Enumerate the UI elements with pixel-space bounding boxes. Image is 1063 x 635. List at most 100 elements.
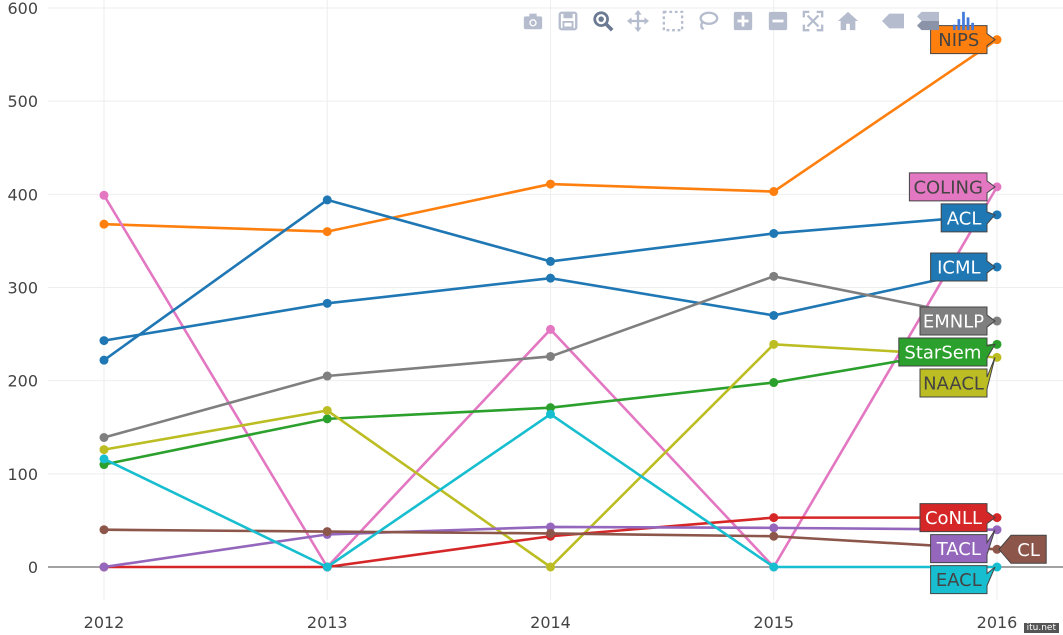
x-tick-label: 2015 <box>753 613 794 632</box>
data-point[interactable] <box>769 339 779 349</box>
data-point[interactable] <box>99 219 109 229</box>
y-tick-label: 500 <box>7 92 38 111</box>
series-tag-label: EMNLP <box>923 312 984 333</box>
series-tag: NAACL <box>919 357 996 398</box>
zoom-icon[interactable] <box>590 8 616 34</box>
series-tag-label: COLING <box>913 177 983 198</box>
data-point[interactable] <box>322 298 332 308</box>
series-tag-label: CL <box>1017 540 1040 561</box>
series-tag-label: NAACL <box>923 374 984 395</box>
data-point[interactable] <box>769 531 779 541</box>
data-point[interactable] <box>546 324 555 334</box>
series-tag-label: TACL <box>936 539 981 560</box>
data-point[interactable] <box>992 316 1002 326</box>
series-tag: CoNLL <box>919 503 996 533</box>
data-point[interactable] <box>546 179 555 189</box>
data-point[interactable] <box>546 522 555 532</box>
zoom-out-icon[interactable] <box>765 8 791 34</box>
data-point[interactable] <box>322 414 332 424</box>
data-point[interactable] <box>992 339 1002 349</box>
data-point[interactable] <box>992 262 1002 272</box>
data-point[interactable] <box>546 256 555 266</box>
data-point[interactable] <box>322 371 332 381</box>
series-tag: EMNLP <box>919 306 996 336</box>
series-tag: NIPS <box>930 25 996 55</box>
data-point[interactable] <box>99 525 109 535</box>
data-point[interactable] <box>546 528 555 538</box>
x-tick-label: 2016 <box>977 613 1018 632</box>
series-tag-label: CoNLL <box>925 508 982 529</box>
series-tag: ACL <box>940 203 996 233</box>
data-point[interactable] <box>322 227 332 237</box>
data-point[interactable] <box>769 228 779 238</box>
data-point[interactable] <box>769 562 779 572</box>
x-tick-label: 2014 <box>530 613 571 632</box>
plotly-logo-icon[interactable] <box>950 8 976 34</box>
y-tick-label: 0 <box>28 558 38 577</box>
data-point[interactable] <box>769 310 779 320</box>
x-tick-label: 2012 <box>84 613 125 632</box>
data-point[interactable] <box>322 195 332 205</box>
save-icon[interactable] <box>555 8 581 34</box>
series-tag: TACL <box>930 529 996 564</box>
axes: 0 100 200 300 400 500 600 2012 2013 2014 2015 2016 <box>7 0 1017 632</box>
data-point[interactable] <box>99 336 109 346</box>
y-tick-label: 300 <box>7 279 38 298</box>
series-tag-label: EACL <box>936 570 982 591</box>
data-point[interactable] <box>322 527 332 537</box>
data-point[interactable] <box>992 182 1002 192</box>
data-point[interactable] <box>769 187 779 197</box>
x-tick-label: 2013 <box>307 613 348 632</box>
series-tag: EACL <box>930 565 996 595</box>
series-nips[interactable] <box>99 35 1002 237</box>
series-tag-label: NIPS <box>938 30 979 51</box>
series-emnlp[interactable] <box>99 271 1002 442</box>
series-layer[interactable] <box>99 35 1002 572</box>
y-tick-label: 600 <box>7 0 38 18</box>
compare-icon[interactable] <box>915 8 941 34</box>
data-point[interactable] <box>769 378 779 388</box>
y-tick-label: 200 <box>7 372 38 391</box>
data-point[interactable] <box>99 562 109 572</box>
series-tags: NIPS COLING ACL ICML EMNLP StarSem NAACL CoNLL T… <box>898 25 1047 595</box>
data-point[interactable] <box>99 432 109 442</box>
data-point[interactable] <box>546 273 555 283</box>
data-point[interactable] <box>99 190 109 200</box>
series-tag: ICML <box>930 252 996 282</box>
box-select-icon[interactable] <box>660 8 686 34</box>
series-tag-label: ACL <box>947 208 982 229</box>
data-point[interactable] <box>322 562 332 572</box>
series-acl[interactable] <box>99 195 1002 365</box>
series-icml[interactable] <box>99 262 1002 346</box>
pan-icon[interactable] <box>625 8 651 34</box>
spike-icon[interactable] <box>880 8 906 34</box>
autoscale-icon[interactable] <box>800 8 826 34</box>
grid <box>48 0 1063 600</box>
data-point[interactable] <box>992 544 1002 554</box>
series-eacl[interactable] <box>99 409 1002 572</box>
data-point[interactable] <box>546 409 555 419</box>
lasso-icon[interactable] <box>695 8 721 34</box>
data-point[interactable] <box>546 562 555 572</box>
data-point[interactable] <box>769 513 779 523</box>
home-icon[interactable] <box>835 8 861 34</box>
data-point[interactable] <box>322 405 332 415</box>
data-point[interactable] <box>99 355 109 365</box>
data-point[interactable] <box>769 271 779 281</box>
data-point[interactable] <box>992 513 1002 523</box>
data-point[interactable] <box>992 35 1002 45</box>
data-point[interactable] <box>992 210 1002 220</box>
data-point[interactable] <box>99 454 109 464</box>
watermark: itu.net <box>1023 623 1059 633</box>
data-point[interactable] <box>992 562 1002 572</box>
data-point[interactable] <box>546 351 555 361</box>
series-tag-label: StarSem <box>904 343 981 364</box>
data-point[interactable] <box>546 403 555 413</box>
camera-icon[interactable] <box>520 8 546 34</box>
data-point[interactable] <box>99 445 109 455</box>
zoom-in-icon[interactable] <box>730 8 756 34</box>
series-tag-label: ICML <box>937 258 980 279</box>
series-tag: StarSem <box>898 337 997 367</box>
data-point[interactable] <box>769 523 779 533</box>
